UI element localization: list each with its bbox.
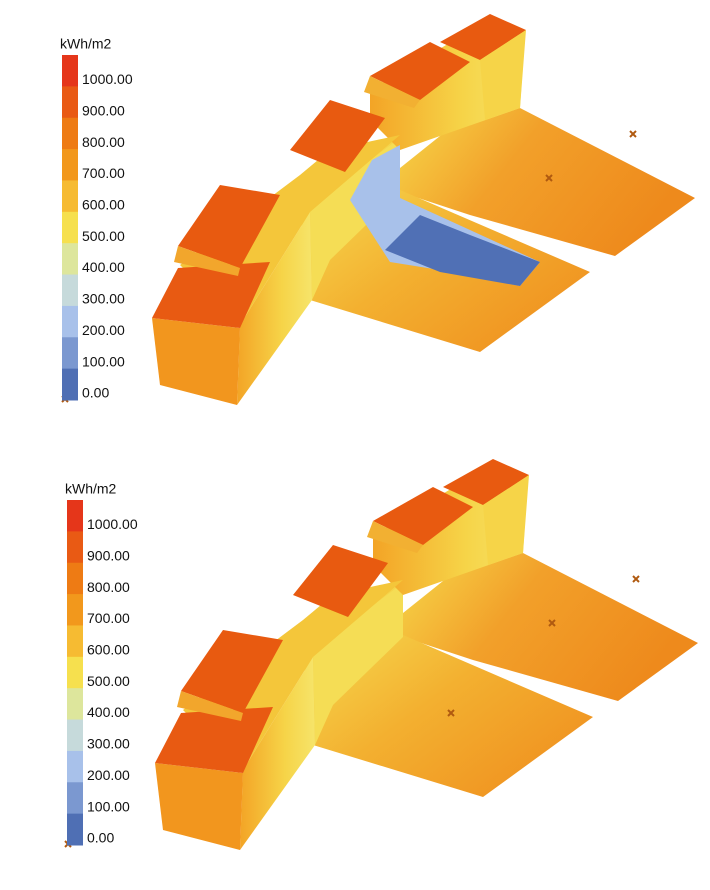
legend-label: 900.00 [87,547,130,563]
legend-label: 1000.00 [87,516,138,532]
legend-swatch [67,562,83,595]
legend: kWh/m2 1000.00 900.00 800.00 700.00 600.00 500… [65,481,138,846]
legends: kWh/m2 1000.00 900.00 800.00 700.00 600.00 500… [60,36,138,846]
legend-swatch [62,180,78,213]
legend-label: 500.00 [87,673,130,689]
legend-swatch [62,211,78,244]
legend-label: 400.00 [82,259,125,275]
legend-label: 700.00 [82,165,125,181]
legend-swatch [67,750,83,783]
legend-label: 200.00 [87,767,130,783]
legend-swatch [67,656,83,689]
legend-swatch [62,368,78,401]
legend-label: 100.00 [87,798,130,814]
legend-unit: kWh/m2 [60,36,112,52]
legend: kWh/m2 1000.00 900.00 800.00 700.00 600.00 500… [60,36,133,401]
legend-label: 1000.00 [82,71,133,87]
legend-swatch [62,86,78,119]
legend-swatch [67,688,83,721]
legend-swatch [67,813,83,846]
legend-label: 100.00 [82,353,125,369]
legend-label: 800.00 [87,579,130,595]
legend-label: 300.00 [82,291,125,307]
legend-label: 200.00 [82,322,125,338]
legend-label: 700.00 [87,610,130,626]
legend-label: 600.00 [87,642,130,658]
legend-swatch [67,782,83,815]
legend-swatch [62,243,78,276]
legend-swatch [62,55,78,87]
legend-swatch [67,500,83,532]
legend-swatch [62,149,78,181]
legend-label: 800.00 [82,134,125,150]
legend-label: 600.00 [82,197,125,213]
render-bottom [64,458,699,851]
render-top [61,13,696,406]
legend-swatch [62,305,78,338]
legend-swatch [62,274,78,307]
legend-label: 0.00 [82,385,109,401]
legend-unit: kWh/m2 [65,481,117,497]
legend-swatch [62,337,78,370]
legend-label: 400.00 [87,704,130,720]
legend-label: 300.00 [87,736,130,752]
legend-swatch [62,117,78,150]
legend-label: 500.00 [82,228,125,244]
legend-label: 900.00 [82,102,125,118]
legend-label: 0.00 [87,830,114,846]
legend-swatch [67,625,83,658]
legend-swatch [67,531,83,564]
legend-swatch [67,594,83,626]
legend-swatch [67,719,83,752]
